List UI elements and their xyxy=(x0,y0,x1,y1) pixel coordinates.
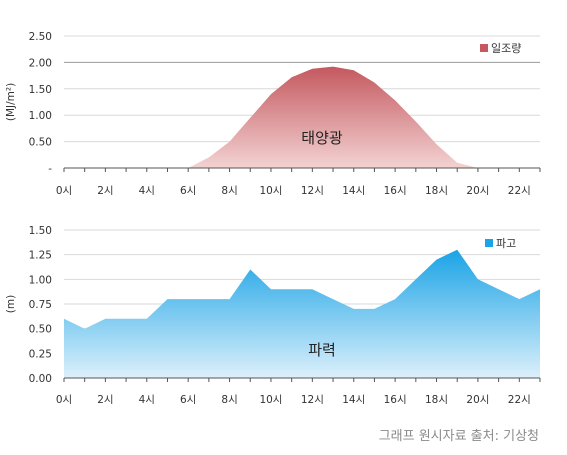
data-point xyxy=(456,249,458,251)
data-point xyxy=(228,298,230,300)
wave-chart: 0.00 0.25 0.50 0.75 1.00 1.25 1.50 0시 2시 4시 6시 8시 10… xyxy=(5,225,541,406)
x-tick-label: 20시 xyxy=(466,394,489,406)
data-point xyxy=(456,162,458,164)
data-point xyxy=(415,278,417,280)
x-tick-label: 22시 xyxy=(508,185,531,197)
x-tick-label: 8시 xyxy=(221,394,237,406)
x-tick-label: 4시 xyxy=(139,185,155,197)
data-point xyxy=(394,298,396,300)
data-point xyxy=(249,268,251,270)
data-point xyxy=(63,318,65,320)
y-axis-label: (MJ/m²) xyxy=(5,83,17,121)
data-point xyxy=(435,143,437,145)
x-tick-label: 8시 xyxy=(221,185,237,197)
data-point xyxy=(332,65,334,67)
x-tick-label: 2시 xyxy=(97,394,113,406)
y-tick-label: 0.50 xyxy=(29,137,52,149)
y-tick-label: 0.50 xyxy=(29,324,52,336)
x-tick-label: 20시 xyxy=(466,185,489,197)
y-tick-label: 1.25 xyxy=(29,250,52,262)
legend-label: 파고 xyxy=(496,237,516,250)
y-tick-label: 1.50 xyxy=(29,84,52,96)
y-tick-label: 1.50 xyxy=(29,225,52,237)
y-tick-label: 0.00 xyxy=(29,373,52,385)
data-point xyxy=(497,288,499,290)
legend-swatch xyxy=(480,44,488,52)
y-tick-label: 0.75 xyxy=(29,299,52,311)
data-point xyxy=(518,298,520,300)
x-tick-label: 0시 xyxy=(56,394,72,406)
legend-label: 일조량 xyxy=(491,41,521,55)
x-tick-label: 18시 xyxy=(425,185,448,197)
source-caption: 그래프 원시자료 출처: 기상청 xyxy=(378,429,539,444)
data-point xyxy=(270,288,272,290)
x-tick-label: 16시 xyxy=(384,185,407,197)
legend-swatch xyxy=(485,239,493,247)
x-tick-label: 2시 xyxy=(97,185,113,197)
data-point xyxy=(353,69,355,71)
data-point xyxy=(373,81,375,83)
y-tick-label: 1.00 xyxy=(29,110,52,122)
data-point xyxy=(291,288,293,290)
y-axis-label: (m) xyxy=(5,295,17,313)
data-point xyxy=(146,318,148,320)
data-point xyxy=(353,308,355,310)
data-point xyxy=(311,68,313,70)
data-point xyxy=(477,278,479,280)
data-point xyxy=(228,140,230,142)
solar-chart: - 0.50 1.00 1.50 2.00 2.50 0시 2시 4시 6시 8시 10시 12시 14시… xyxy=(5,31,541,197)
x-tick-label: 12시 xyxy=(301,394,324,406)
y-tick-label: 2.00 xyxy=(29,57,52,69)
data-point xyxy=(166,298,168,300)
x-tick-label: 14시 xyxy=(342,394,365,406)
chart-annotation: 파력 xyxy=(308,341,336,359)
x-tick-label: 0시 xyxy=(56,185,72,197)
data-point xyxy=(270,93,272,95)
series-area xyxy=(64,249,540,378)
data-point xyxy=(415,120,417,122)
y-tick-label: 2.50 xyxy=(29,31,52,43)
data-point xyxy=(125,318,127,320)
x-tick-label: 6시 xyxy=(180,394,196,406)
x-tick-label: 10시 xyxy=(259,185,282,197)
y-tick-label: - xyxy=(48,163,52,175)
data-point xyxy=(208,156,210,158)
data-point xyxy=(84,328,86,330)
x-tick-label: 12시 xyxy=(301,185,324,197)
x-tick-label: 16시 xyxy=(384,394,407,406)
data-point xyxy=(249,117,251,119)
x-tick-label: 22시 xyxy=(508,394,531,406)
data-point xyxy=(332,298,334,300)
x-tick-label: 4시 xyxy=(139,394,155,406)
x-tick-label: 6시 xyxy=(180,185,196,197)
x-tick-label: 10시 xyxy=(259,394,282,406)
chart-annotation: 태양광 xyxy=(301,129,343,147)
data-point xyxy=(104,318,106,320)
data-point xyxy=(539,288,541,290)
data-point xyxy=(187,298,189,300)
data-point xyxy=(311,288,313,290)
data-point xyxy=(291,76,293,78)
y-tick-label: 0.25 xyxy=(29,348,52,360)
data-point xyxy=(373,308,375,310)
series-area xyxy=(64,66,540,168)
x-tick-label: 14시 xyxy=(342,185,365,197)
data-point xyxy=(208,298,210,300)
data-point xyxy=(394,99,396,101)
x-tick-label: 18시 xyxy=(425,394,448,406)
data-point xyxy=(435,258,437,260)
y-tick-label: 1.00 xyxy=(29,274,52,286)
